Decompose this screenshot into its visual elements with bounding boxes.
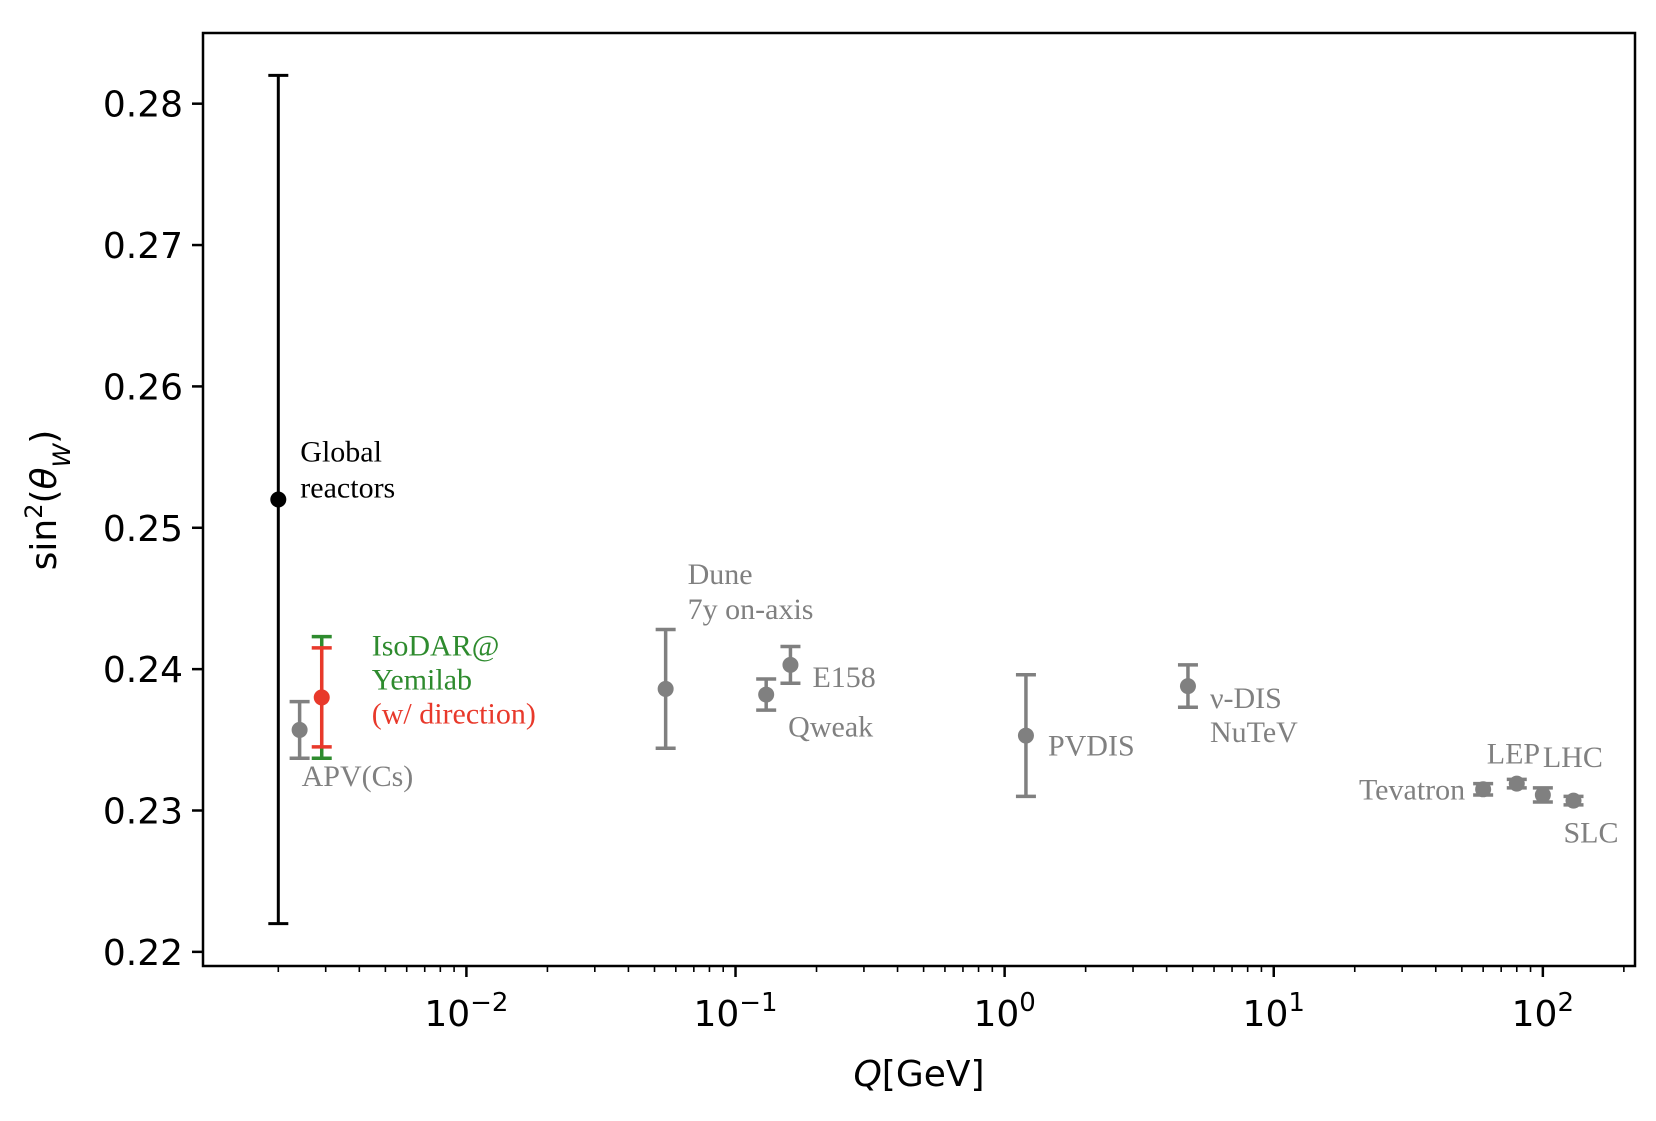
isodar-direction-marker (313, 689, 330, 706)
x-axis-ticks: 10−2 10−1 100 101 102 (277, 966, 1625, 1035)
qweak-label-line: Qweak (788, 711, 873, 744)
nutev-marker (1179, 678, 1196, 695)
e158-marker (782, 656, 799, 673)
global-reactors-point (268, 73, 289, 926)
data-points (268, 73, 1584, 926)
x-tick-label: 102 (1512, 988, 1574, 1035)
dune-label-line: 7y on-axis (688, 593, 814, 626)
tevatron-point (1473, 781, 1494, 798)
pvdis-marker (1017, 727, 1034, 744)
tevatron-marker (1475, 781, 1492, 798)
isodar-yemilab-label-line: IsoDAR@ (372, 629, 500, 662)
y-tick-label: 0.26 (103, 367, 183, 408)
x-tick-label: 100 (973, 988, 1035, 1035)
nutev-label-line: ν-DIS (1210, 682, 1282, 715)
e158-label-line: E158 (812, 661, 875, 694)
y-tick-label: 0.24 (103, 650, 183, 691)
y-tick-label: 0.27 (103, 226, 183, 267)
lhc-marker (1534, 786, 1551, 803)
y-tick-label: 0.28 (103, 85, 183, 126)
pvdis-point (1015, 673, 1036, 799)
nutev-label-line: NuTeV (1210, 716, 1298, 749)
y-axis-title: sin2(θW) (20, 430, 76, 571)
y-axis-ticks: 0.22 0.23 0.24 0.25 0.26 0.27 0.28 (103, 85, 203, 974)
isodar-direction-label-line: (w/ direction) (372, 697, 536, 730)
global-reactors-marker (270, 491, 287, 508)
apv-cs-point (289, 699, 310, 760)
slc-marker (1565, 792, 1582, 809)
nutev-point (1177, 663, 1198, 710)
dune-label-line: Dune (688, 558, 753, 591)
lhc-label-line: LHC (1543, 741, 1603, 774)
global-reactors-label-line: Global (300, 436, 382, 469)
isodar-yemilab-label-line: Yemilab (372, 663, 472, 696)
qweak-point (756, 677, 777, 712)
lhc-point (1532, 786, 1553, 804)
lep-label-line: LEP (1487, 738, 1540, 771)
pvdis-label-line: PVDIS (1048, 730, 1135, 763)
tevatron-label-line: Tevatron (1359, 773, 1465, 806)
slc-label-line: SLC (1564, 817, 1619, 850)
apv-cs-marker (291, 721, 308, 738)
dune-marker (657, 680, 674, 697)
y-tick-label: 0.25 (103, 509, 183, 550)
dune-point (655, 627, 676, 751)
e158-point (780, 644, 801, 686)
x-tick-label: 10−2 (424, 988, 508, 1035)
qweak-marker (758, 686, 775, 703)
x-tick-label: 10−1 (693, 988, 777, 1035)
y-tick-label: 0.22 (103, 933, 183, 974)
x-axis-title: Q[GeV] (853, 1054, 984, 1095)
plot-frame (201, 31, 1637, 968)
isodar-direction-point (311, 646, 332, 749)
x-tick-label: 101 (1243, 988, 1305, 1035)
y-tick-label: 0.23 (103, 792, 183, 833)
global-reactors-label-line: reactors (300, 472, 395, 505)
apv-cs-label-line: APV(Cs) (302, 760, 414, 793)
lep-point (1506, 775, 1527, 792)
lep-marker (1508, 775, 1525, 792)
slc-point (1563, 792, 1584, 809)
